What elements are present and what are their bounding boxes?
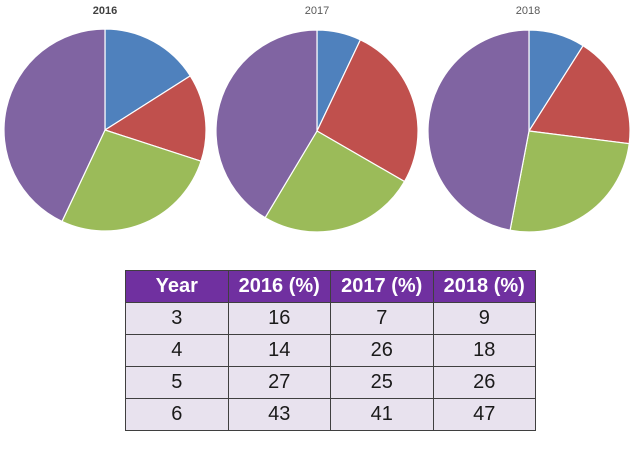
table-header-row: Year 2016 (%) 2017 (%) 2018 (%) (125, 270, 536, 303)
pie-slice-2018-6 (427, 29, 530, 231)
table-cell: 6 (125, 398, 229, 431)
table-cell: 27 (227, 366, 331, 399)
table-cell: 16 (227, 302, 331, 335)
percentage-table: Year 2016 (%) 2017 (%) 2018 (%) 3 16 7 9… (125, 270, 536, 431)
column-header: 2018 (%) (432, 270, 536, 303)
table-row: 3 16 7 9 (125, 302, 536, 335)
pie-charts: 2016 2017 2018 (3, 5, 631, 233)
table-cell: 26 (432, 366, 536, 399)
column-header: Year (125, 270, 229, 303)
table-cell: 18 (432, 334, 536, 367)
pie-title-2017: 2017 (305, 5, 329, 17)
table-cell: 14 (227, 334, 331, 367)
table-cell: 5 (125, 366, 229, 399)
pie-slice-2017-6 (215, 29, 318, 219)
pie-slice-2016-6 (3, 28, 106, 223)
pie-slice-2016-3 (104, 28, 192, 132)
table-cell: 26 (330, 334, 434, 367)
table-cell: 4 (125, 334, 229, 367)
pie-2017 (215, 29, 419, 233)
table-cell: 3 (125, 302, 229, 335)
column-header: 2017 (%) (330, 270, 434, 303)
pie-title-2016: 2016 (93, 5, 117, 17)
table-cell: 25 (330, 366, 434, 399)
pie-slice-2016-4 (103, 75, 207, 162)
column-header: 2016 (%) (227, 270, 331, 303)
pie-title-2018: 2018 (516, 5, 540, 17)
table-row: 6 43 41 47 (125, 398, 536, 431)
table-cell: 9 (432, 302, 536, 335)
pie-2016 (3, 28, 207, 232)
pie-slice-2017-5 (264, 130, 406, 233)
table-cell: 47 (432, 398, 536, 431)
pie-2018 (427, 29, 631, 233)
pie-slice-2018-4 (527, 44, 631, 145)
table-cell: 41 (330, 398, 434, 431)
pie-slice-2016-5 (61, 129, 202, 232)
table-cell: 43 (227, 398, 331, 431)
table-row: 5 27 25 26 (125, 366, 536, 399)
pie-slice-2018-5 (509, 130, 630, 233)
table-row: 4 14 26 18 (125, 334, 536, 367)
table-cell: 7 (330, 302, 434, 335)
pie-slice-2017-4 (316, 38, 419, 183)
